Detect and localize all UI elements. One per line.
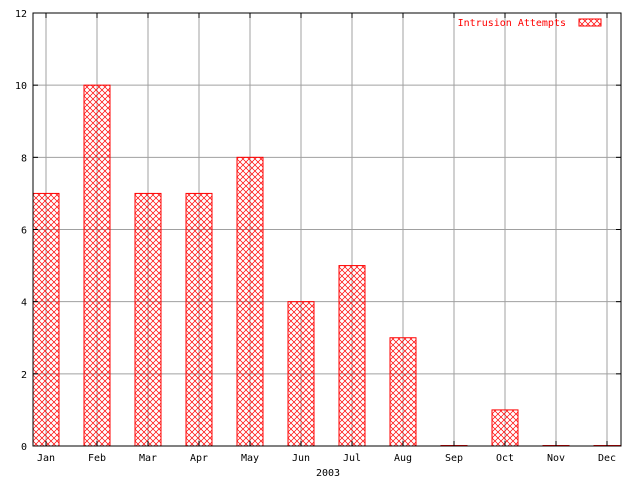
grid [33,13,621,446]
x-tick-label: Jun [292,453,310,464]
x-axis-label: 2003 [316,468,340,479]
x-tick-label: May [241,453,259,464]
bar-oct [491,409,519,447]
y-tick-label: 4 [21,298,27,309]
y-tick-label: 0 [21,442,27,453]
bar-aug [389,337,417,447]
x-tick-label: Feb [88,453,106,464]
x-tick-label: Mar [139,453,157,464]
x-tick-label: Oct [496,453,514,464]
legend-label: Intrusion Attempts [458,18,566,29]
legend-swatch [578,18,602,27]
x-tick-label: Aug [394,453,412,464]
x-axis-ticks: Jan Feb Mar Apr May Jun Jul Aug Sep Oct Nov Dec [37,13,616,464]
x-tick-label: Dec [598,453,616,464]
legend: Intrusion Attempts [458,18,602,29]
y-tick-label: 6 [21,226,27,237]
bar-jun [287,301,315,447]
x-tick-label: Sep [445,453,463,464]
bar-apr [185,192,213,447]
bar-feb [83,84,111,447]
y-tick-label: 12 [15,9,27,20]
y-axis-ticks: 0 2 4 6 8 10 12 [15,9,621,453]
bar-jan [32,192,60,447]
y-tick-label: 10 [15,81,27,92]
bar-may [236,156,264,447]
x-tick-label: Jul [343,453,361,464]
x-tick-label: Jan [37,453,55,464]
y-tick-label: 2 [21,370,27,381]
bars [32,84,621,447]
x-tick-label: Nov [547,453,565,464]
x-tick-label: Apr [190,453,208,464]
bar-mar [134,192,162,447]
y-tick-label: 8 [21,153,27,164]
bar-jul [338,265,366,447]
